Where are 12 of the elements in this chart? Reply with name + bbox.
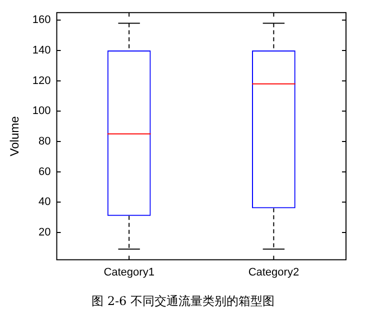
y-tick-label: 140: [32, 44, 51, 57]
x-tick-label: Category1: [104, 266, 154, 278]
y-tick-label: 40: [38, 196, 51, 208]
caption: 图 2-6 不同交通流量类别的箱型图: [90, 293, 276, 310]
y-tick-label: 100: [32, 105, 51, 118]
y-tick-label: 80: [38, 136, 51, 148]
x-tick-label: Category2: [248, 266, 300, 278]
y-axis-title: Volume: [8, 116, 22, 156]
y-tick-label: 60: [38, 166, 51, 178]
y-tick-label: 120: [32, 74, 51, 87]
y-tick-label: 160: [32, 14, 51, 26]
y-tick-label: 20: [38, 226, 51, 239]
